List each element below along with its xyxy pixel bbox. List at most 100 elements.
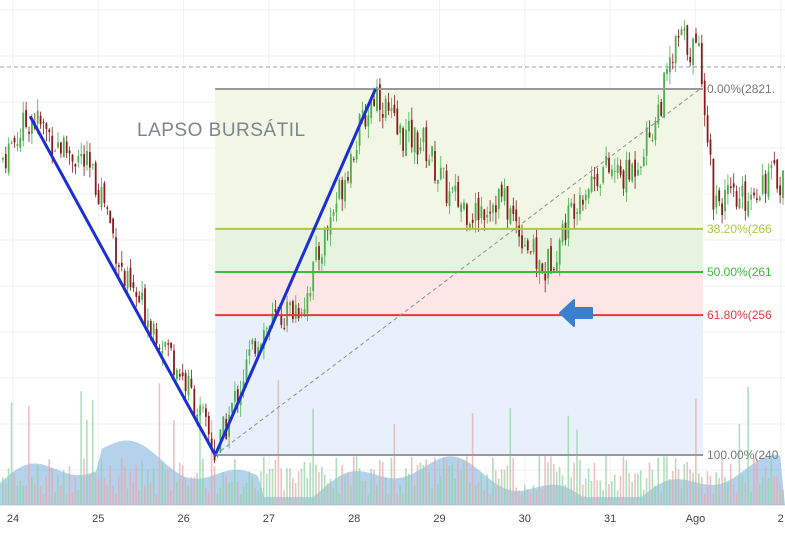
candle-body [344,180,346,202]
volume-bar [480,474,483,505]
volume-bar [622,456,625,505]
candle-body [387,102,390,111]
candle-body [170,342,172,348]
candle-body [97,189,100,205]
candle-body [332,212,335,216]
volume-bar [129,471,132,505]
volume-bar [677,468,680,505]
candle-body [318,246,320,260]
x-tick-label: 25 [92,513,104,525]
candle-body [532,238,535,252]
candle-body [410,119,413,148]
volume-bar [634,473,636,505]
candle-body [669,57,671,73]
candle-body [776,159,779,189]
volume-bar [231,481,233,505]
candle-body [265,328,268,330]
volume-bar [503,469,506,505]
candle-body [425,127,428,162]
volume-bar [474,485,477,505]
candle-body [732,183,735,188]
volume-bar [596,480,599,505]
volume-bar [112,486,114,505]
candle-body [248,349,251,356]
volume-bar [582,484,584,505]
candle-body [51,135,54,155]
candle-body [431,146,433,157]
volume-bar [680,488,683,505]
volume-bar [318,472,320,505]
volume-bar [419,462,422,505]
volume-bar [147,470,149,505]
candle-body [547,249,549,279]
candle-body [724,190,726,212]
candle-body [573,203,576,219]
volume-bar [202,458,204,505]
volume-bar [434,457,436,505]
volume-bar [260,471,262,505]
candle-body [445,170,448,204]
candle-body [477,197,480,221]
candle-body [695,33,697,43]
fib-level-label: 61.80%(256 [707,308,772,322]
candle-body [613,170,616,172]
volume-bar [48,459,50,505]
volume-bar [126,488,129,505]
volume-bar [39,486,42,505]
volume-bar [576,429,578,505]
volume-bar [384,477,387,505]
volume-bar [33,484,36,505]
volume-bar [564,484,567,505]
left-arrow-icon[interactable] [559,299,593,327]
volume-bar [648,462,651,505]
candle-body [36,110,39,124]
volume-bar [367,494,369,505]
candle-body [657,104,660,124]
candle-body [164,341,167,347]
candle-body [323,228,326,256]
candle-body [358,114,361,146]
candle-body [347,177,349,181]
volume-bar [460,471,462,505]
candle-body [234,390,236,402]
candle-body [65,141,68,154]
volume-bar [631,481,633,505]
candle-body [393,104,396,114]
candle-body [622,170,625,189]
candle-body [405,129,407,156]
volume-bar [721,457,723,505]
candle-body [779,185,781,196]
volume-bar [89,474,91,505]
volume-bar [666,456,668,505]
volume-bar [567,415,570,505]
volume-bar [718,477,720,505]
candle-body [651,139,654,141]
candle-body [515,209,518,222]
candle-body [587,189,590,198]
x-tick-label: 29 [433,513,445,525]
candle-body [263,330,265,349]
candle-body [173,350,175,375]
volume-bar [463,461,465,505]
volume-bar [321,466,323,505]
volume-bar [135,465,137,505]
candle-body [553,269,555,271]
volume-bar [103,478,106,505]
volume-bar [451,463,454,505]
volume-bar [118,475,120,505]
volume-bar [83,458,85,505]
candle-body [698,42,700,47]
candle-body [158,347,161,349]
candle-body [764,173,767,194]
candle-body [770,165,773,168]
volume-bar [695,399,697,505]
volume-bar [286,467,288,505]
candle-body [396,108,399,135]
candle-body [28,131,30,134]
candle-body [619,166,622,175]
candle-body [16,143,19,146]
candle-body [700,43,703,85]
volume-bar [616,490,619,505]
candle-body [381,114,384,118]
labels-layer: 0.00%(2821. 38.20%(266 50.00%(261 61.80%(25… [7,82,784,525]
